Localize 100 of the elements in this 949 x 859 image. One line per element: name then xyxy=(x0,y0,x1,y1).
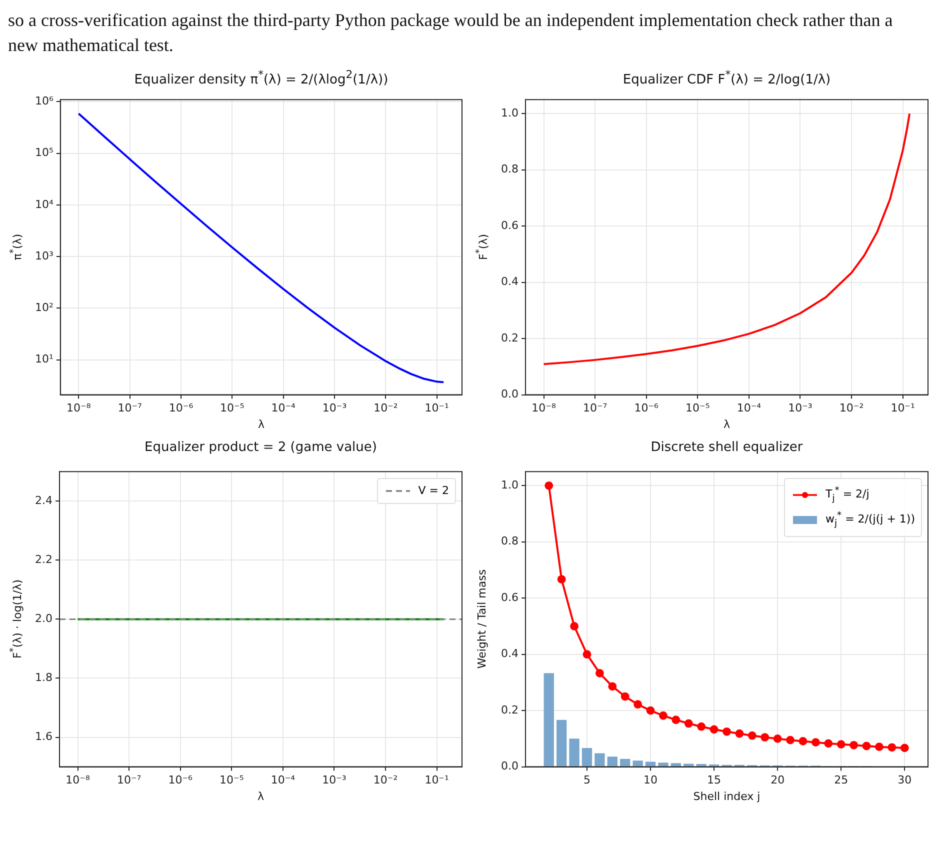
x-tick-label: 10⁻¹ xyxy=(424,401,449,414)
x-tick-label: 10⁻⁶ xyxy=(634,401,660,414)
x-tick-label: 10⁻⁷ xyxy=(116,773,142,786)
chart-title: Equalizer product = 2 (game value) xyxy=(144,440,378,455)
point xyxy=(697,722,706,731)
y-tick-label: 1.0 xyxy=(500,106,518,120)
x-tick-label: 10⁻⁸ xyxy=(532,401,556,414)
x-tick-label: 10 xyxy=(644,773,658,786)
y-tick-label: 10² xyxy=(34,301,54,314)
y-tick-label: 10¹ xyxy=(34,352,54,366)
bar xyxy=(645,762,656,766)
point xyxy=(684,719,693,728)
bar xyxy=(582,748,592,766)
legend-label: w$_{j}$$^{*}$ = 2/(j(j + 1)) xyxy=(825,509,915,532)
x-tick-label: 10⁻³ xyxy=(322,401,347,414)
x-tick-label: 10⁻⁷ xyxy=(582,401,608,414)
point xyxy=(634,700,642,709)
x-tick-label: 10⁻⁸ xyxy=(66,773,90,786)
x-tick-label: 10⁻⁵ xyxy=(220,401,244,414)
x-tick-label: 10⁻² xyxy=(839,401,864,414)
point xyxy=(824,739,833,748)
point xyxy=(875,742,884,752)
point xyxy=(722,727,731,736)
y-tick-label: 10⁴ xyxy=(34,198,54,211)
y-tick-label: 1.6 xyxy=(34,730,52,744)
point xyxy=(659,711,668,720)
point xyxy=(672,716,680,724)
bar xyxy=(620,758,630,766)
x-tick-label: 10⁻⁸ xyxy=(66,401,92,414)
x-tick-label: 10⁻² xyxy=(373,773,398,786)
x-tick-label: 30 xyxy=(898,773,912,786)
point xyxy=(773,734,782,743)
point xyxy=(850,740,858,750)
y-tick-label: 1.8 xyxy=(34,671,52,684)
y-tick-label: 0.2 xyxy=(500,331,518,344)
point xyxy=(760,733,770,742)
bar xyxy=(696,764,706,766)
x-tick-label: 10⁻⁶ xyxy=(168,401,194,414)
point xyxy=(798,737,808,746)
point xyxy=(748,731,756,740)
y-tick-label: 0.8 xyxy=(500,534,518,548)
x-tick-label: 10⁻⁷ xyxy=(118,401,142,414)
point xyxy=(570,622,578,630)
point xyxy=(862,742,871,750)
y-axis-title: Weight / Tail mass xyxy=(476,570,488,669)
point xyxy=(735,729,744,738)
x-axis-title: λ xyxy=(722,418,731,431)
y-tick-label: 0.6 xyxy=(500,218,518,232)
y-tick-label: 2.0 xyxy=(34,612,52,626)
x-tick-label: 10⁻³ xyxy=(788,401,812,414)
x-tick-label: 10⁻³ xyxy=(322,773,346,786)
bar xyxy=(658,762,668,766)
y-tick-label: 10⁶ xyxy=(34,94,54,108)
point xyxy=(646,706,655,715)
bar xyxy=(594,753,605,766)
y-tick-label: 0.8 xyxy=(500,162,518,176)
x-tick-label: 10⁻⁶ xyxy=(168,773,194,786)
x-tick-label: 10⁻⁴ xyxy=(270,773,296,786)
chart-title: Equalizer CDF F$^{*}$(λ) = 2/log(1/λ) xyxy=(622,68,832,88)
chart-title: Equalizer density π$^{*}$(λ) = 2/(λlog$^{2}$(1/λ)) xyxy=(133,68,390,88)
bar xyxy=(556,720,567,766)
x-tick-label: 10⁻⁴ xyxy=(736,401,762,414)
chart-title: Discrete shell equalizer xyxy=(650,440,804,455)
x-tick-label: 10⁻⁵ xyxy=(686,401,710,414)
point xyxy=(888,743,896,752)
point xyxy=(608,682,617,691)
bar xyxy=(670,763,682,766)
point xyxy=(836,740,846,749)
point xyxy=(811,738,820,747)
point xyxy=(710,725,718,734)
bar xyxy=(569,738,580,766)
legend-label: T$_{j}$$^{*}$ = 2/j xyxy=(825,484,870,506)
point xyxy=(544,481,554,490)
x-tick-label: 20 xyxy=(770,773,785,786)
text: so a cross-verification against the third-party Python package would be an independent implementation check rather than a new mathematical test. xyxy=(8,9,894,57)
legend-label: V = 2 xyxy=(418,482,449,499)
bar xyxy=(607,756,618,766)
x-tick-label: 10⁻¹ xyxy=(890,401,915,414)
x-tick-label: 10⁻⁵ xyxy=(220,773,244,786)
y-tick-label: 1.0 xyxy=(500,478,518,492)
point xyxy=(786,736,794,744)
point xyxy=(582,650,592,659)
y-tick-label: 0.0 xyxy=(500,760,518,773)
x-tick-label: 10⁻¹ xyxy=(424,773,449,786)
y-tick-label: 0.0 xyxy=(500,388,518,401)
x-axis-title: λ xyxy=(256,418,266,431)
y-tick-label: 0.6 xyxy=(500,590,518,604)
bar xyxy=(684,764,694,766)
x-axis-title: λ xyxy=(256,790,265,803)
x-tick-label: 5 xyxy=(583,773,590,786)
x-tick-label: 25 xyxy=(834,773,848,786)
y-tick-label: 10³ xyxy=(34,249,54,262)
x-tick-label: 10⁻² xyxy=(374,401,398,414)
x-axis-title: Shell index j xyxy=(692,790,762,803)
y-tick-label: 0.4 xyxy=(500,275,518,288)
x-tick-label: 10⁻⁴ xyxy=(271,401,296,414)
point xyxy=(900,744,909,752)
bar xyxy=(632,760,643,766)
y-tick-label: 2.2 xyxy=(34,553,52,566)
y-tick-label: 0.4 xyxy=(500,647,518,660)
